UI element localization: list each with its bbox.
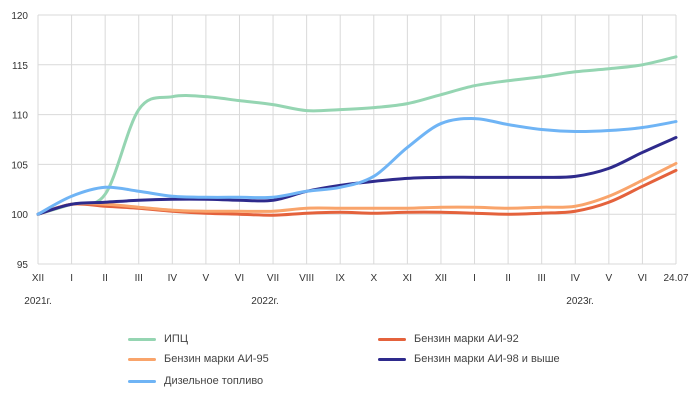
x-tick-label: X [370,273,377,284]
x-tick-label: XII [435,273,447,284]
legend-item-ai95: Бензин марки АИ-95 [128,353,269,365]
x-tick-label: III [538,273,546,284]
legend-swatch [128,357,156,361]
x-tick-label: XII [32,273,44,284]
x-tick-label: 24.07 [663,273,688,284]
legend-item-cpi: ИПЦ [128,333,188,345]
series-line-4 [36,117,678,216]
year-label: 2021г. [24,296,51,307]
legend-label: Бензин марки АИ-95 [164,353,269,365]
year-label: 2023г. [566,296,593,307]
x-tick-label: VI [235,273,244,284]
y-tick-label: 100 [11,210,28,221]
x-tick-label: I [70,273,73,284]
legend-item-ai92: Бензин марки АИ-92 [378,333,519,345]
y-tick-label: 95 [17,260,29,271]
legend-swatch [378,337,406,341]
x-tick-label: XI [403,273,412,284]
x-tick-label: III [135,273,143,284]
y-tick-label: 115 [12,61,28,72]
legend-swatch [128,337,156,341]
x-tick-label: IV [168,273,178,284]
year-label: 2022г. [251,296,278,307]
series-line-3 [36,136,678,216]
y-tick-label: 120 [11,11,28,22]
legend-label: ИПЦ [164,333,188,345]
x-tick-label: IX [335,273,345,284]
legend-item-ai98: Бензин марки АИ-98 и выше [378,353,560,365]
x-tick-label: IV [571,273,581,284]
x-tick-label: VIII [299,273,314,284]
legend-label: Бензин марки АИ-98 и выше [414,353,560,365]
series-line-2 [36,161,678,216]
x-tick-label: V [203,273,210,284]
legend-item-diesel: Дизельное топливо [128,375,263,387]
x-tick-label: VII [267,273,279,284]
series-line-0 [36,55,678,216]
x-tick-label: VI [638,273,647,284]
x-tick-label: II [102,273,108,284]
legend-swatch [378,357,406,361]
y-tick-label: 110 [12,111,28,122]
x-tick-label: V [606,273,613,284]
legend-label: Бензин марки АИ-92 [414,333,519,345]
legend-label: Дизельное топливо [164,375,264,387]
legend-swatch [128,379,156,383]
x-tick-label: II [505,273,511,284]
x-tick-label: I [473,273,476,284]
y-tick-label: 105 [11,160,28,171]
